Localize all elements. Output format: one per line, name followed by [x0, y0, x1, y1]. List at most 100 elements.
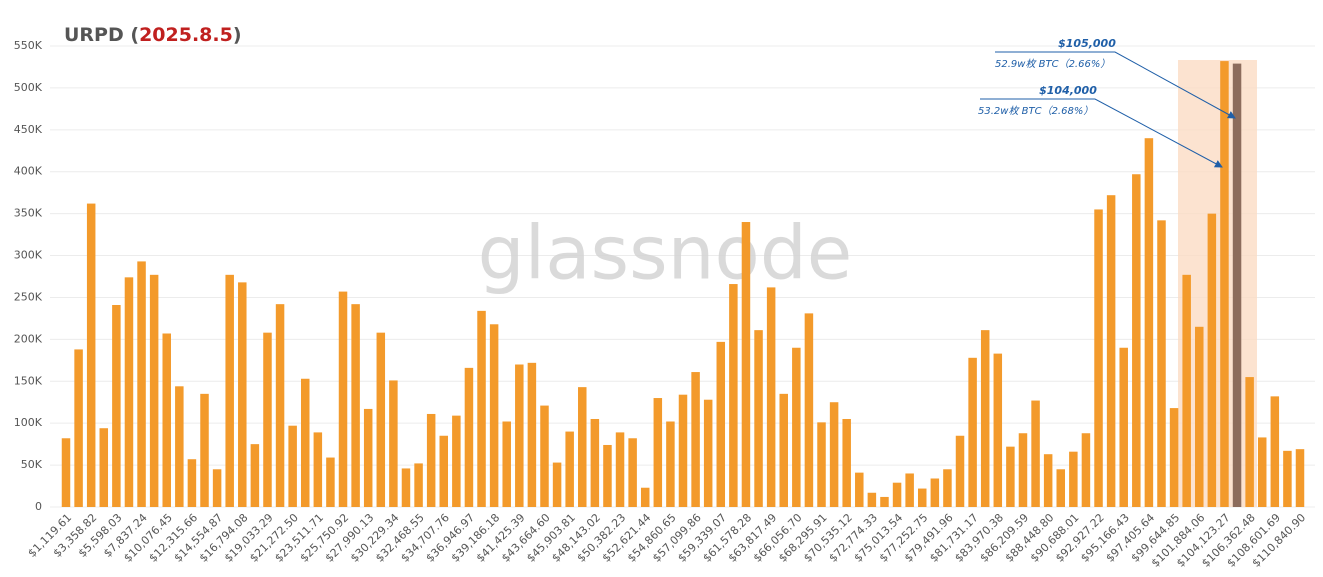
bar: [779, 393, 788, 507]
chart-title: URPD (2025.8.5): [64, 24, 242, 46]
highlight-zone: [1178, 60, 1257, 507]
bar: [1144, 138, 1154, 507]
bar: [124, 277, 134, 507]
title-date: 2025.8.5: [139, 24, 233, 46]
bar: [86, 203, 96, 507]
y-tick-label: 500K: [14, 81, 43, 94]
bar: [615, 432, 625, 507]
bar: [1295, 449, 1305, 507]
bar: [1006, 446, 1015, 507]
bar: [968, 357, 977, 507]
bar: [1283, 450, 1292, 507]
bar: [766, 287, 776, 507]
bar: [729, 284, 738, 507]
bar: [855, 472, 864, 507]
bar: [137, 261, 146, 507]
bar: [1069, 451, 1078, 507]
bar: [326, 457, 335, 507]
bar: [1182, 274, 1191, 507]
bar: [502, 421, 511, 507]
annotation-arrow: [995, 51, 1236, 119]
bar: [61, 438, 71, 507]
bar: [930, 478, 940, 507]
bar: [439, 435, 449, 507]
bar: [628, 438, 637, 507]
bar: [691, 372, 700, 507]
bar: [804, 313, 814, 507]
bar: [1220, 61, 1229, 507]
bar: [175, 386, 184, 507]
bar: [1257, 437, 1267, 507]
bar: [1232, 63, 1242, 508]
bar: [401, 468, 411, 507]
bar: [464, 367, 474, 507]
bar: [1119, 347, 1128, 507]
bar: [1157, 220, 1166, 508]
bar: [162, 333, 171, 507]
bar: [955, 435, 965, 507]
bar: [842, 418, 851, 507]
bar: [351, 304, 360, 507]
bar: [1018, 433, 1028, 507]
annotation-price: $104,000: [1039, 84, 1097, 97]
title-part: ): [233, 24, 242, 46]
bar: [489, 324, 499, 507]
bar: [515, 364, 524, 507]
bar: [275, 304, 285, 507]
bar: [527, 362, 537, 507]
bar: [263, 332, 272, 507]
bar: [703, 399, 713, 507]
bar: [1169, 408, 1179, 507]
bar: [225, 274, 234, 507]
bar: [590, 418, 600, 507]
bar: [313, 432, 323, 507]
y-tick-label: 0: [35, 500, 42, 513]
bar: [867, 492, 877, 507]
y-tick-label: 250K: [14, 290, 43, 303]
y-tick-label: 450K: [14, 123, 43, 136]
y-tick-label: 350K: [14, 207, 43, 220]
bar: [640, 487, 650, 507]
bar: [200, 393, 209, 507]
bar: [426, 413, 436, 507]
bar: [892, 482, 902, 507]
y-tick-label: 150K: [14, 374, 43, 387]
annotation-detail: 53.2w枚 BTC（2.68%）: [978, 105, 1093, 117]
bar: [1195, 326, 1204, 507]
bar: [376, 332, 386, 507]
bar: [99, 428, 109, 507]
y-tick-label: 400K: [14, 165, 43, 178]
bar: [288, 425, 297, 507]
bar: [389, 380, 398, 507]
annotation-price: $105,000: [1058, 37, 1116, 50]
bar: [187, 459, 197, 507]
bar: [1031, 400, 1040, 507]
bar: [817, 422, 826, 507]
bar: [1270, 396, 1280, 507]
bar: [666, 421, 675, 507]
bar: [917, 488, 927, 507]
bar: [250, 444, 260, 507]
bar: [552, 462, 562, 507]
bar: [565, 431, 574, 507]
bar: [540, 405, 549, 507]
bar: [74, 349, 83, 507]
bar: [943, 469, 952, 507]
bar: [212, 469, 222, 507]
bar: [1106, 195, 1116, 508]
annotation-detail: 52.9w枚 BTC（2.66%）: [995, 58, 1110, 70]
bar: [1207, 213, 1217, 508]
bar: [112, 304, 121, 507]
y-tick-label: 200K: [14, 332, 43, 345]
watermark: glassnode: [478, 211, 853, 297]
bar: [741, 222, 751, 507]
bar: [880, 496, 889, 507]
y-tick-label: 550K: [14, 39, 43, 52]
bar: [716, 341, 726, 507]
bar: [980, 330, 990, 507]
bar: [653, 398, 663, 507]
bar: [300, 378, 310, 507]
title-part: URPD (: [64, 24, 139, 46]
bar: [905, 473, 914, 507]
